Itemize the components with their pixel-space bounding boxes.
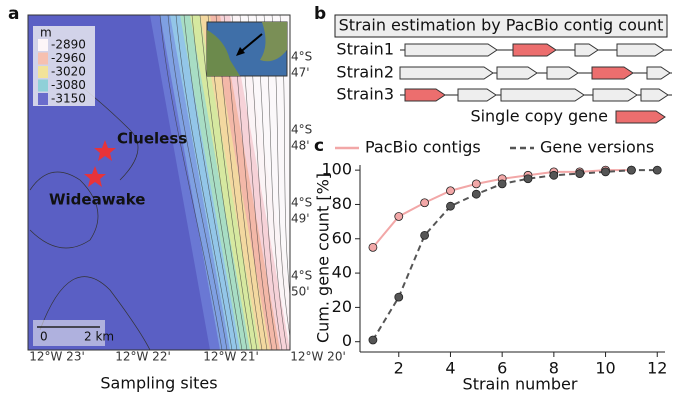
map-legend-unit: m — [40, 26, 52, 40]
map-legend-label: -3020 — [51, 65, 86, 79]
lat-label: 48' — [291, 139, 310, 153]
lat-label: 47' — [291, 66, 310, 80]
map-legend-label: -2960 — [51, 51, 86, 65]
data-point — [421, 199, 429, 207]
map-legend-swatch — [38, 39, 48, 51]
map-legend-label: -2890 — [51, 38, 86, 52]
x-tick-label: 8 — [549, 359, 559, 378]
y-axis-label: Cum. gene count [%] — [314, 173, 333, 343]
y-tick-label: 60 — [332, 228, 352, 247]
data-point — [395, 212, 403, 220]
lat-label: 4°S — [291, 269, 312, 283]
gene-arrow — [458, 89, 496, 101]
panel-label: b — [314, 4, 326, 24]
map-legend-swatch — [38, 53, 48, 65]
y-tick-label: 80 — [332, 194, 352, 213]
gene-arrow — [405, 44, 497, 56]
map-legend-label: -3150 — [51, 92, 86, 106]
strain-label: Strain1 — [336, 40, 394, 59]
y-tick-label: 0 — [342, 331, 352, 350]
data-point — [421, 231, 429, 239]
lon-label: 12°W 20' — [290, 350, 346, 364]
data-point — [395, 293, 403, 301]
data-point — [369, 336, 377, 344]
data-point — [602, 168, 610, 176]
data-point — [524, 175, 532, 183]
lon-label: 12°W 21' — [203, 350, 259, 364]
gene-arrow — [593, 89, 637, 101]
x-axis-label: Strain number — [463, 375, 578, 393]
gene-arrow — [547, 67, 578, 79]
site-label: Wideawake — [49, 191, 145, 209]
data-point — [472, 180, 480, 188]
x-tick-label: 2 — [394, 359, 404, 378]
gene-arrow — [641, 89, 668, 101]
gene-legend-arrow — [616, 111, 665, 123]
x-tick-label: 10 — [595, 359, 615, 378]
map-legend-swatch — [38, 66, 48, 78]
data-point — [472, 190, 480, 198]
data-point — [653, 166, 661, 174]
scale-label: 0 — [40, 330, 48, 344]
gene-arrow — [575, 44, 598, 56]
gene-arrow — [497, 67, 537, 79]
lon-label: 12°W 22' — [115, 350, 171, 364]
lat-label: 4°S — [291, 50, 312, 64]
legend-label: Gene versions — [540, 138, 654, 157]
data-point — [446, 202, 454, 210]
panel-label: a — [8, 4, 19, 24]
gene-arrow — [513, 44, 556, 56]
map-legend-label: -3080 — [51, 78, 86, 92]
gene-arrow — [592, 67, 633, 79]
gene-arrow — [647, 67, 670, 79]
data-point — [627, 166, 635, 174]
map-caption: Sampling sites — [100, 374, 217, 393]
y-tick-label: 20 — [332, 297, 352, 316]
legend-label: PacBio contigs — [365, 138, 481, 157]
map-legend-swatch — [38, 93, 48, 105]
data-point — [576, 170, 584, 178]
diagram-title: Strain estimation by PacBio contig count — [339, 16, 664, 35]
y-tick-label: 40 — [332, 263, 352, 282]
x-tick-label: 4 — [445, 359, 455, 378]
scale-label: 2 km — [84, 330, 114, 344]
data-point — [446, 187, 454, 195]
data-point — [498, 180, 506, 188]
data-point — [550, 171, 558, 179]
y-tick-label: 100 — [321, 160, 352, 179]
lat-label: 4°S — [291, 196, 312, 210]
lat-label: 50' — [291, 285, 310, 299]
series-line — [373, 170, 657, 340]
site-label: Clueless — [117, 130, 187, 148]
data-point — [369, 243, 377, 251]
x-tick-label: 12 — [647, 359, 667, 378]
lon-label: 12°W 23' — [29, 350, 85, 364]
gene-arrow — [617, 44, 664, 56]
gene-arrow — [400, 67, 493, 79]
strain-label: Strain2 — [336, 63, 394, 82]
gene-arrow — [501, 89, 584, 101]
lat-label: 49' — [291, 212, 310, 226]
lat-label: 4°S — [291, 123, 312, 137]
panel-label: c — [314, 136, 324, 156]
figure: a b c m Clueless Wideawake 0 2 km Sampli… — [0, 0, 674, 393]
map-legend-swatch — [38, 80, 48, 92]
gene-arrow — [405, 89, 445, 101]
gene-legend: Single copy gene — [470, 107, 608, 126]
x-tick-label: 6 — [497, 359, 507, 378]
strain-label: Strain3 — [336, 85, 394, 104]
